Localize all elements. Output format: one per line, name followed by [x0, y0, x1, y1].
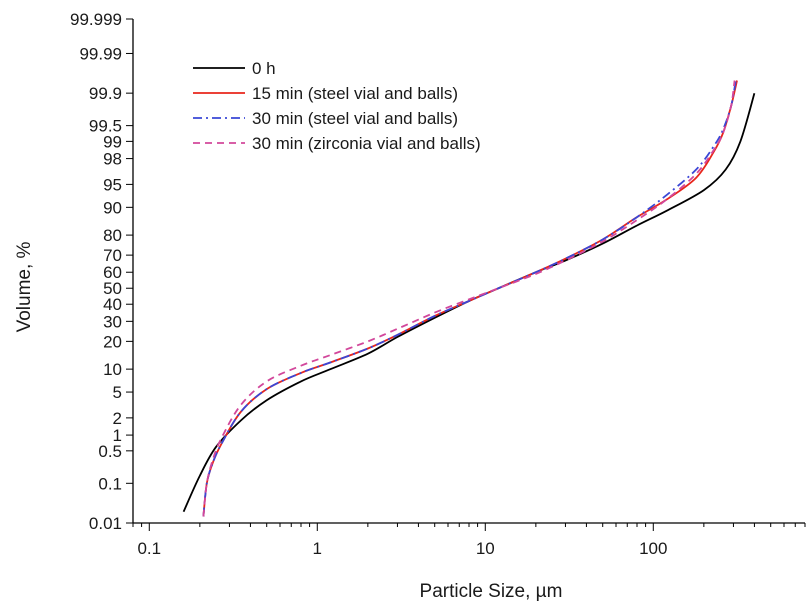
y-tick-label: 95: [103, 175, 122, 194]
legend: 0 h 15 min (steel vial and balls) 30 min (…: [193, 59, 481, 153]
series-line-4: [202, 80, 736, 517]
y-axis-title: Volume, %: [14, 241, 35, 332]
legend-label-4: 30 min (zirconia vial and balls): [252, 134, 481, 153]
y-tick-label: 1: [113, 426, 122, 445]
y-tick-label: 99.99: [79, 44, 122, 63]
y-tick-label: 99.999: [70, 10, 122, 29]
plot-series: [182, 80, 756, 517]
x-tick-label: 0.1: [137, 539, 161, 558]
legend-label-2: 15 min (steel vial and balls): [252, 84, 458, 103]
x-axis-ticks: 0.1 1 10 100: [132, 523, 806, 558]
y-tick-label: 20: [103, 332, 122, 351]
axes: [132, 19, 805, 524]
y-tick-label: 10: [103, 360, 122, 379]
y-tick-label: 90: [103, 198, 122, 217]
y-tick-label: 99: [103, 132, 122, 151]
y-tick-label: 30: [103, 312, 122, 331]
y-tick-label: 2: [113, 409, 122, 428]
y-tick-label: 80: [103, 226, 122, 245]
x-axis-title: Particle Size, µm: [420, 581, 563, 602]
x-tick-label: 10: [476, 539, 495, 558]
series-line-3: [202, 80, 737, 517]
y-tick-label: 50: [103, 279, 122, 298]
y-tick-label: 5: [113, 383, 122, 402]
y-tick-label: 60: [103, 263, 122, 282]
y-tick-label: 99.9: [89, 84, 122, 103]
y-tick-label: 99.5: [89, 117, 122, 136]
legend-label-1: 0 h: [252, 59, 276, 78]
y-tick-label: 0.1: [98, 474, 122, 493]
y-tick-label: 0.01: [89, 514, 122, 533]
x-tick-label: 100: [639, 539, 667, 558]
legend-label-3: 30 min (steel vial and balls): [252, 109, 458, 128]
y-tick-label: 70: [103, 246, 122, 265]
y-tick-label: 40: [103, 295, 122, 314]
y-tick-label: 0.5: [98, 442, 122, 461]
y-tick-label: 98: [103, 150, 122, 169]
y-axis-ticks: 0.010.10.512510203040506070809095989999.…: [70, 10, 133, 533]
series-line-1: [182, 92, 756, 513]
x-tick-label: 1: [313, 539, 322, 558]
